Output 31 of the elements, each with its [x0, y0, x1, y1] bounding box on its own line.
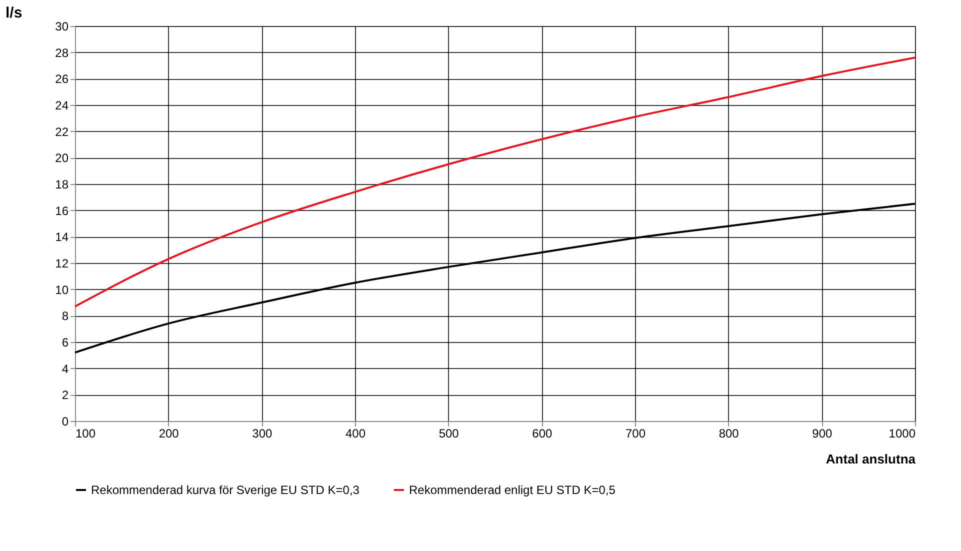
- y-tick-label: 4: [62, 362, 69, 376]
- y-tick-label: 24: [55, 98, 69, 112]
- y-tick-label: 2: [62, 388, 69, 402]
- y-tick-label: 14: [55, 230, 69, 244]
- y-tick-label: 18: [55, 178, 69, 192]
- x-tick-label: 800: [718, 426, 740, 440]
- x-tick-label: 400: [345, 426, 366, 440]
- x-tick-label: 300: [252, 426, 272, 440]
- x-tick-label: 200: [158, 426, 180, 440]
- y-tick-label: 28: [55, 46, 69, 60]
- line-series: [74, 56, 916, 308]
- y-tick-label: 10: [55, 282, 69, 297]
- x-tick-label: 1000: [888, 426, 916, 440]
- y-tick-label: 0: [62, 414, 69, 428]
- x-tick-label: 600: [532, 426, 552, 440]
- y-tick-label: 22: [55, 124, 69, 139]
- y-tick-label: 12: [55, 256, 69, 270]
- x-tick-label: 500: [438, 426, 460, 440]
- y-axis-title: l/s: [6, 4, 22, 22]
- y-tick-label: 30: [55, 20, 69, 34]
- y-tick-label: 8: [62, 309, 69, 324]
- legend-label: Rekommenderad kurva för Sverige EU STD K=0,3: [91, 483, 360, 497]
- x-tick-label: 900: [812, 426, 832, 440]
- y-tick-label: 20: [55, 151, 69, 166]
- x-tick-label: 700: [625, 426, 646, 440]
- x-axis-title: Antal anslutna: [826, 452, 916, 466]
- y-tick-label: 6: [62, 336, 69, 350]
- y-tick-label: 26: [55, 72, 69, 86]
- legend-label: Rekommenderad enligt EU STD K=0,5: [409, 483, 616, 497]
- x-tick-label: 100: [76, 426, 96, 440]
- y-tick-label: 16: [55, 204, 69, 218]
